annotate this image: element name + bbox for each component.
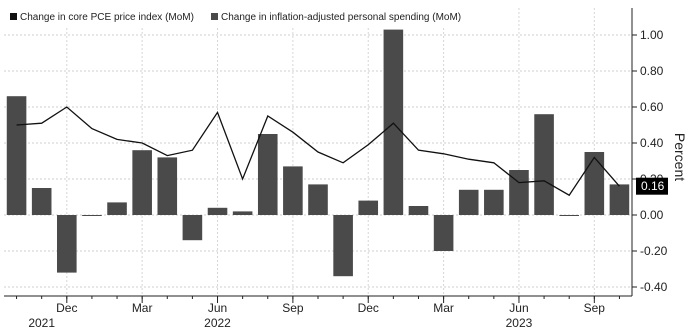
x-month-label: Dec — [358, 301, 379, 315]
bar — [132, 150, 152, 215]
bar — [82, 215, 102, 216]
y-tick-label: 0.60 — [640, 100, 664, 114]
bar — [458, 189, 479, 215]
x-month-label: Mar — [132, 301, 153, 315]
bar — [182, 215, 203, 241]
legend-line-label: Change in core PCE price index (MoM) — [20, 12, 194, 23]
y-tick-label: -0.40 — [640, 280, 668, 294]
bar — [484, 189, 504, 215]
x-axis: Dec Mar Jun Sep Dec Mar Jun Sep 2021 2022 2023 — [4, 295, 632, 330]
bar-series — [6, 29, 630, 277]
bar — [232, 211, 253, 215]
y-tick-label: 0.40 — [640, 136, 664, 150]
y-axis-label: Percent — [672, 133, 686, 181]
line-series — [16, 106, 620, 197]
line-path — [16, 106, 620, 197]
last-value-box — [636, 177, 668, 195]
x-year-label: 2021 — [28, 316, 55, 330]
bar — [609, 184, 630, 215]
bar — [283, 166, 303, 215]
y-tick-label: 0.80 — [640, 64, 664, 78]
x-month-label: Sep — [282, 301, 304, 315]
bar — [584, 152, 605, 215]
bar — [207, 207, 228, 215]
bar — [559, 215, 579, 216]
y-tick-label: -0.20 — [640, 244, 668, 258]
bar — [308, 184, 328, 215]
legend-bar-label: Change in inflation-adjusted personal sp… — [221, 12, 461, 23]
x-year-label: 2023 — [506, 316, 533, 330]
legend-bar-swatch — [211, 13, 218, 20]
y-tick-label: 1.00 — [640, 28, 664, 42]
bar — [31, 188, 52, 215]
bar — [509, 170, 529, 215]
bar — [408, 206, 429, 215]
x-month-label: Jun — [208, 301, 227, 315]
bar — [257, 134, 278, 215]
bar — [358, 200, 379, 215]
y-axis: 1.000.800.600.400.200.00-0.20-0.40 — [631, 8, 668, 296]
last-value-marker: 0.16 — [636, 177, 668, 195]
bar — [57, 215, 77, 273]
x-month-label: Jun — [509, 301, 528, 315]
last-value-label: 0.16 — [641, 179, 665, 193]
x-month-label: Sep — [584, 301, 606, 315]
bar — [534, 114, 554, 215]
legend-line-swatch — [10, 13, 17, 20]
bar — [107, 202, 127, 215]
x-month-label: Mar — [433, 301, 454, 315]
bar — [6, 96, 27, 215]
bar — [433, 215, 454, 251]
bar — [157, 157, 178, 215]
legend: Change in core PCE price index (MoM) Cha… — [4, 6, 480, 26]
bar — [333, 215, 353, 277]
x-month-label: Dec — [56, 301, 77, 315]
y-tick-label: 0.00 — [640, 208, 664, 222]
bar — [383, 29, 404, 215]
legend-background — [4, 6, 480, 26]
x-year-label: 2022 — [204, 316, 231, 330]
